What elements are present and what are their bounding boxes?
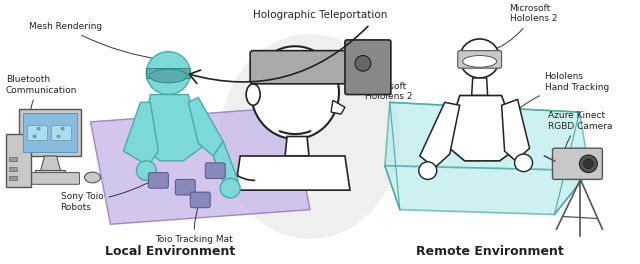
Bar [35, 170, 65, 176]
Ellipse shape [149, 69, 188, 83]
Text: Mesh Rendering: Mesh Rendering [29, 22, 163, 61]
Polygon shape [420, 102, 460, 168]
Text: Toio Tracking Mat: Toio Tracking Mat [156, 204, 233, 244]
Polygon shape [124, 102, 158, 166]
FancyBboxPatch shape [28, 173, 79, 184]
Ellipse shape [84, 172, 100, 183]
Text: Remote Environment: Remote Environment [416, 245, 563, 258]
Polygon shape [472, 78, 488, 96]
Polygon shape [40, 156, 61, 171]
Circle shape [220, 178, 240, 198]
Bar [19, 109, 81, 156]
Circle shape [56, 135, 61, 138]
FancyArrowPatch shape [189, 26, 368, 83]
Circle shape [579, 155, 597, 173]
Text: Microsoft
Hololens 2: Microsoft Hololens 2 [342, 68, 412, 101]
Circle shape [147, 52, 190, 95]
Polygon shape [213, 141, 238, 190]
Text: Azure Kinect
RGBD Camera: Azure Kinect RGBD Camera [547, 111, 612, 162]
FancyBboxPatch shape [250, 51, 356, 84]
Text: Local Environment: Local Environment [105, 245, 236, 258]
Circle shape [460, 39, 500, 78]
Circle shape [33, 135, 36, 138]
Circle shape [36, 127, 40, 131]
Bar [147, 68, 190, 78]
Polygon shape [90, 107, 310, 224]
Polygon shape [502, 100, 529, 161]
Text: Hololens
Hand Tracking: Hololens Hand Tracking [482, 72, 609, 148]
Polygon shape [285, 136, 309, 156]
Bar [9, 167, 17, 171]
Bar [6, 134, 31, 187]
FancyBboxPatch shape [190, 192, 210, 208]
Bar [22, 113, 77, 152]
Polygon shape [188, 97, 223, 156]
Bar [51, 125, 70, 140]
Polygon shape [385, 102, 589, 171]
Bar [9, 157, 17, 161]
Ellipse shape [463, 55, 497, 67]
Polygon shape [445, 96, 520, 161]
Circle shape [61, 127, 65, 131]
Text: Microsoft
Hololens 2: Microsoft Hololens 2 [487, 4, 557, 53]
Ellipse shape [251, 46, 339, 139]
Ellipse shape [220, 34, 400, 239]
Circle shape [419, 162, 436, 180]
FancyBboxPatch shape [552, 148, 602, 180]
FancyBboxPatch shape [345, 40, 391, 95]
FancyBboxPatch shape [458, 51, 502, 68]
Text: Sony Toio
Robots: Sony Toio Robots [61, 179, 155, 212]
FancyBboxPatch shape [205, 163, 225, 178]
Polygon shape [140, 95, 204, 161]
FancyBboxPatch shape [148, 173, 168, 188]
Circle shape [136, 161, 156, 180]
Polygon shape [235, 156, 350, 190]
Bar [27, 125, 47, 140]
Text: Holographic Teleportation: Holographic Teleportation [253, 10, 387, 20]
Circle shape [515, 154, 532, 172]
Polygon shape [385, 166, 589, 215]
Circle shape [584, 159, 593, 169]
Ellipse shape [246, 84, 260, 105]
Circle shape [355, 55, 371, 71]
Text: Bluetooth
Communication: Bluetooth Communication [6, 75, 77, 123]
Polygon shape [331, 100, 345, 114]
Bar [9, 177, 17, 180]
FancyBboxPatch shape [175, 180, 195, 195]
